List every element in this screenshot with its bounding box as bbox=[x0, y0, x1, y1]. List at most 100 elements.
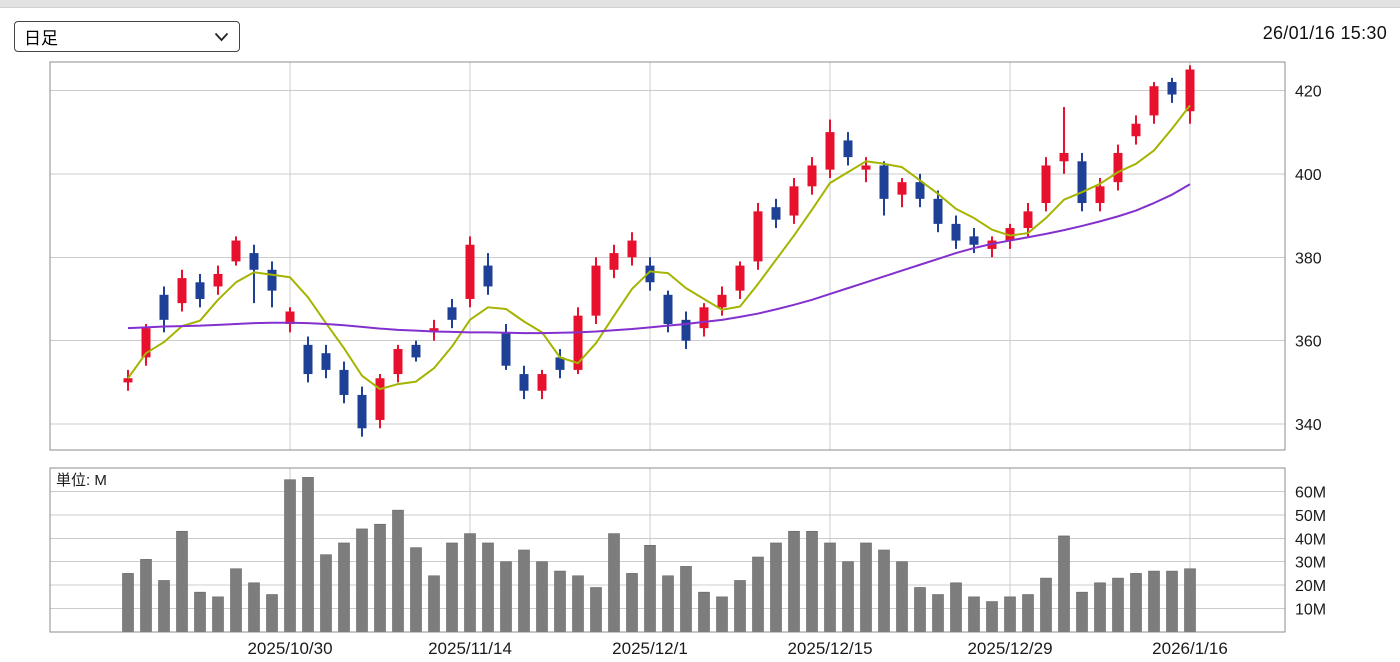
candle-body bbox=[465, 244, 475, 299]
candle-body bbox=[231, 240, 241, 262]
volume-bar bbox=[698, 591, 710, 632]
candle-body bbox=[1077, 161, 1087, 204]
candle-body bbox=[951, 223, 961, 241]
volume-bar bbox=[536, 561, 548, 632]
timeframe-selected-value: 日足 bbox=[24, 29, 58, 48]
candle-body bbox=[969, 236, 979, 245]
candle-body bbox=[375, 378, 385, 420]
candle-body bbox=[1095, 186, 1105, 204]
volume-bar bbox=[590, 587, 602, 632]
candle-body bbox=[591, 265, 601, 316]
volume-bar bbox=[662, 575, 674, 632]
volume-bar bbox=[410, 547, 422, 632]
volume-bar bbox=[1040, 577, 1052, 632]
volume-bar bbox=[644, 545, 656, 632]
candle-body bbox=[1149, 86, 1159, 116]
candle-body bbox=[285, 311, 295, 325]
candle-body bbox=[915, 182, 925, 199]
volume-bar bbox=[860, 542, 872, 632]
volume-bar bbox=[266, 594, 278, 632]
volume-axis-label: 60M bbox=[1295, 484, 1326, 501]
candle-body bbox=[1131, 123, 1141, 137]
quote-timestamp: 26/01/16 15:30 bbox=[1262, 23, 1387, 43]
candle-body bbox=[843, 140, 853, 158]
panel-borders bbox=[49, 61, 1286, 633]
candle-body bbox=[753, 211, 763, 262]
volume-bar bbox=[1094, 582, 1106, 632]
candle-body bbox=[213, 273, 223, 287]
volume-bar bbox=[932, 594, 944, 632]
volume-bar bbox=[986, 601, 998, 632]
date-axis-label: 2025/12/29 bbox=[967, 639, 1052, 658]
price-axis-label: 380 bbox=[1295, 250, 1322, 267]
volume-bar bbox=[626, 573, 638, 632]
candlesticks bbox=[123, 65, 1195, 437]
volume-bar bbox=[140, 559, 152, 632]
axis-labels: 340 360 380 400 420 10M 20M 30M 40M 50M 60M 2025/10… bbox=[56, 83, 1326, 658]
gridlines bbox=[50, 62, 1285, 632]
date-axis-label: 2025/11/14 bbox=[428, 639, 512, 658]
volume-bar bbox=[824, 542, 836, 632]
volume-bar bbox=[446, 542, 458, 632]
candle-body bbox=[879, 165, 889, 199]
volume-bar bbox=[248, 582, 260, 632]
candle-body bbox=[501, 332, 511, 366]
short-ma-line bbox=[127, 104, 1191, 391]
date-axis-label: 2025/10/30 bbox=[247, 639, 332, 658]
candle-body bbox=[321, 353, 331, 370]
candle-body bbox=[771, 207, 781, 220]
candle-body bbox=[681, 319, 691, 341]
volume-bar bbox=[1130, 573, 1142, 632]
candle-body bbox=[789, 186, 799, 216]
volume-bar bbox=[1076, 591, 1088, 632]
candle-body bbox=[627, 240, 637, 258]
candle-body bbox=[141, 328, 151, 358]
volume-bar bbox=[950, 582, 962, 632]
volume-bar bbox=[176, 530, 188, 632]
candle-body bbox=[609, 253, 619, 270]
candle-body bbox=[195, 282, 205, 299]
candle-body bbox=[429, 328, 439, 333]
candle-body bbox=[861, 165, 871, 170]
volume-bar bbox=[482, 542, 494, 632]
candle-body bbox=[699, 307, 709, 329]
volume-bar bbox=[302, 477, 314, 632]
date-axis-label: 2026/1/16 bbox=[1152, 639, 1228, 658]
volume-bar bbox=[518, 549, 530, 632]
volume-bar bbox=[1004, 596, 1016, 632]
candle-body bbox=[249, 253, 259, 270]
volume-bar bbox=[1022, 594, 1034, 632]
candle-body bbox=[663, 294, 673, 325]
volume-bar bbox=[734, 580, 746, 632]
volume-bar bbox=[212, 596, 224, 632]
volume-bar bbox=[770, 542, 782, 632]
candle-body bbox=[735, 265, 745, 291]
volume-bar bbox=[374, 523, 386, 632]
candle-body bbox=[933, 198, 943, 224]
volume-bar bbox=[878, 549, 890, 632]
price-axis-label: 360 bbox=[1295, 334, 1322, 351]
candle-body bbox=[573, 315, 583, 370]
candle-body bbox=[303, 344, 313, 375]
volume-bars bbox=[122, 477, 1196, 632]
volume-bar bbox=[806, 530, 818, 632]
volume-bar bbox=[752, 556, 764, 632]
volume-bar bbox=[788, 530, 800, 632]
volume-bar bbox=[914, 587, 926, 632]
candle-body bbox=[519, 374, 529, 391]
volume-unit-label: 単位: M bbox=[56, 472, 107, 489]
volume-bar bbox=[338, 542, 350, 632]
volume-bar bbox=[716, 596, 728, 632]
candle-body bbox=[555, 357, 565, 370]
volume-bar bbox=[500, 561, 512, 632]
price-axis-label: 400 bbox=[1295, 167, 1322, 184]
candle-body bbox=[411, 344, 421, 358]
price-axis-label: 420 bbox=[1295, 83, 1322, 100]
timeframe-select[interactable]: 日足 bbox=[14, 21, 240, 52]
volume-bar bbox=[320, 554, 332, 632]
volume-axis-label: 10M bbox=[1295, 602, 1326, 619]
volume-bar bbox=[158, 580, 170, 632]
candle-body bbox=[717, 294, 727, 308]
